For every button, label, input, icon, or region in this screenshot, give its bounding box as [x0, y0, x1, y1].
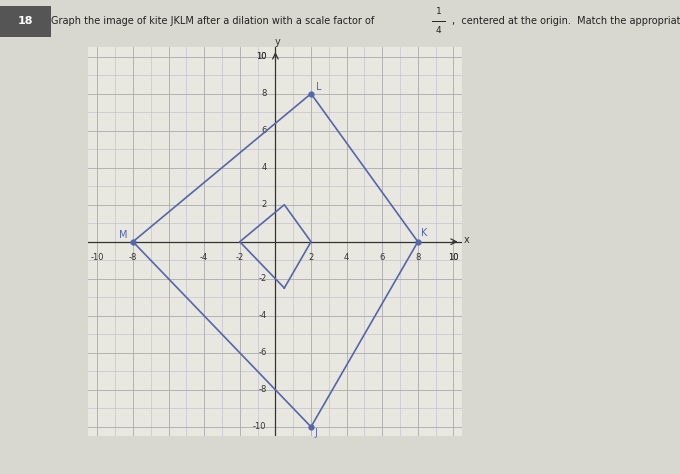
Text: 1: 1 [436, 8, 441, 17]
Text: -8: -8 [258, 385, 267, 394]
Text: -10: -10 [90, 253, 104, 262]
Text: 18: 18 [18, 16, 33, 27]
Text: 10: 10 [256, 52, 267, 61]
Text: -6: -6 [258, 348, 267, 357]
Text: 10: 10 [256, 52, 267, 61]
Text: 10: 10 [448, 253, 459, 262]
Text: -2: -2 [236, 253, 244, 262]
Text: 8: 8 [415, 253, 420, 262]
Text: M: M [119, 230, 127, 240]
Text: Graph the image of kite JKLM after a dilation with a scale factor of: Graph the image of kite JKLM after a dil… [51, 16, 381, 27]
Text: -10: -10 [253, 422, 267, 431]
Text: 4: 4 [436, 26, 441, 35]
Text: L: L [316, 82, 322, 92]
Text: -4: -4 [200, 253, 208, 262]
Text: -8: -8 [129, 253, 137, 262]
Text: 4: 4 [261, 163, 267, 172]
Text: -4: -4 [258, 311, 267, 320]
Text: y: y [275, 37, 281, 47]
Text: -2: -2 [258, 274, 267, 283]
Text: J: J [315, 428, 318, 438]
Text: 8: 8 [261, 89, 267, 98]
Text: ,  centered at the origin.  Match the appropriate coord: , centered at the origin. Match the appr… [452, 16, 680, 27]
Text: 2: 2 [261, 200, 267, 209]
FancyBboxPatch shape [0, 6, 51, 36]
Text: x: x [464, 235, 470, 245]
Text: 6: 6 [379, 253, 385, 262]
Text: 2: 2 [309, 253, 313, 262]
Text: K: K [422, 228, 428, 238]
Text: 10: 10 [448, 253, 459, 262]
Text: 4: 4 [344, 253, 350, 262]
Text: 6: 6 [261, 126, 267, 135]
